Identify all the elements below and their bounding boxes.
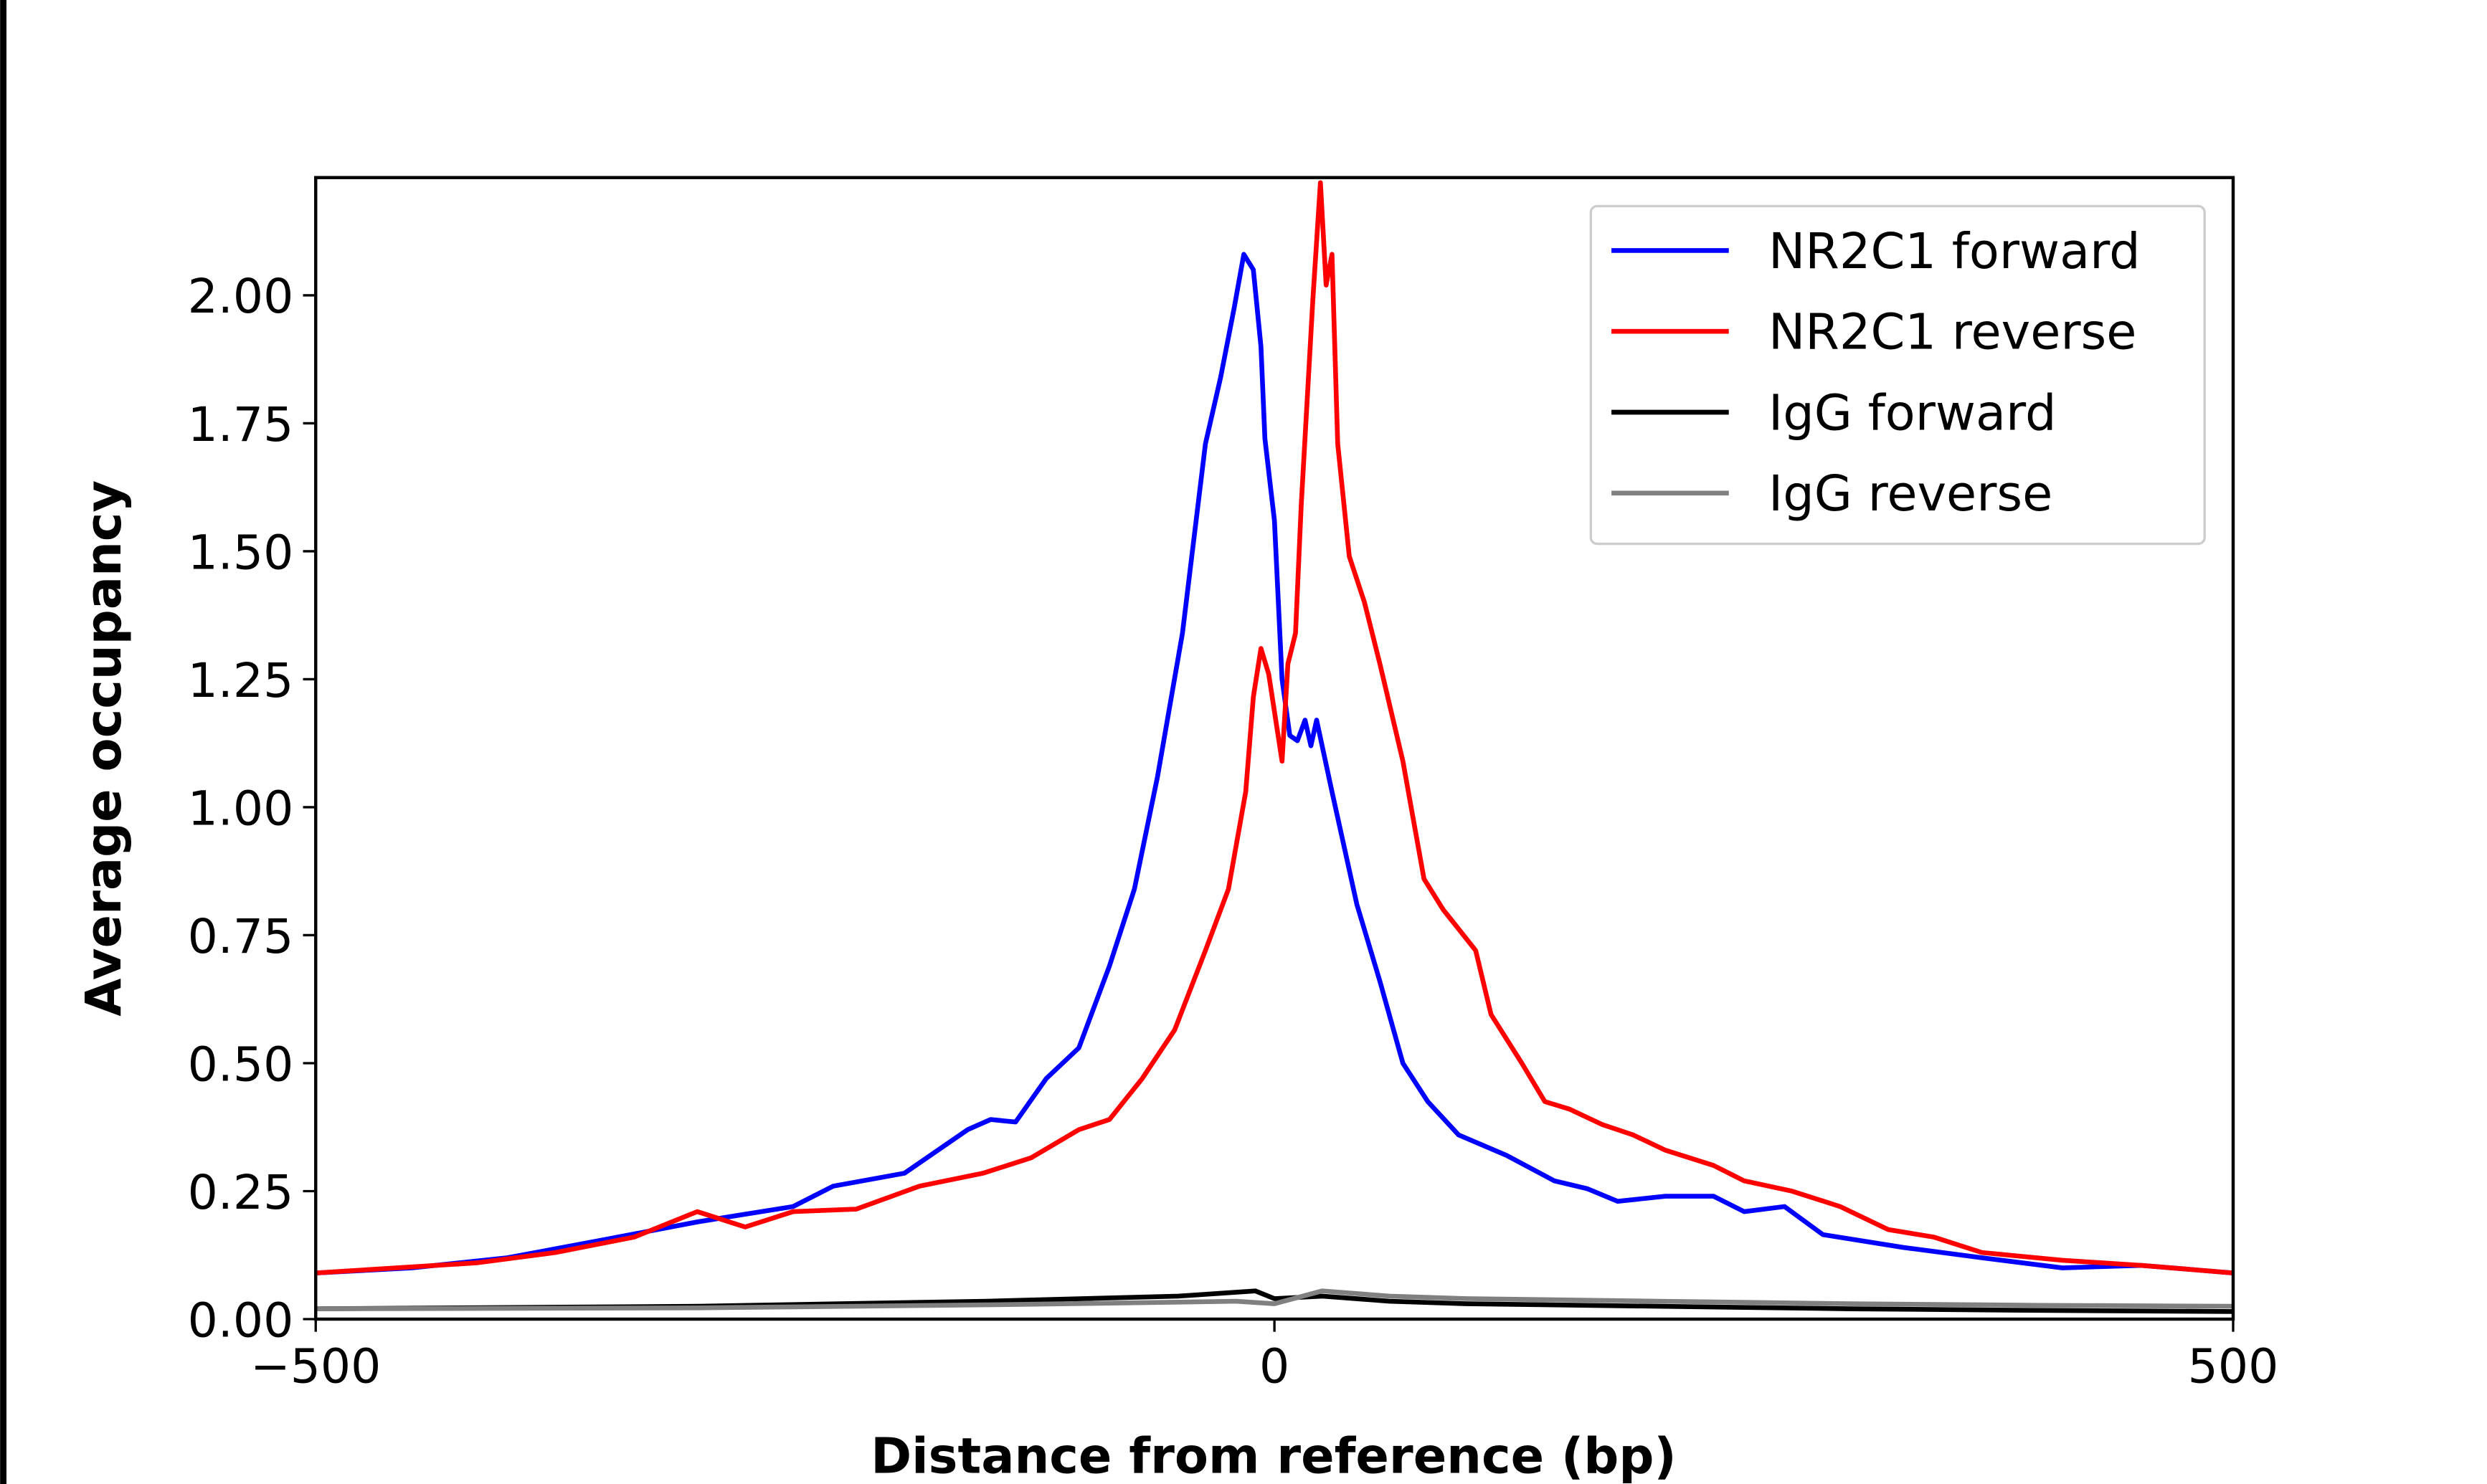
plot-area [316,180,2234,1314]
series-line-nr2c1-forward [316,252,2234,1275]
series-line-igg-forward [316,1288,2234,1314]
y-axis-label: Average occupancy [75,480,133,1017]
legend-entry: IgG reverse [1768,465,2052,523]
series-line-nr2c1-reverse [316,180,2234,1275]
x-axis-label: Distance from reference (bp) [871,1428,1677,1484]
legend-entry: NR2C1 forward [1768,223,2141,280]
legend-box [1589,204,2206,546]
x-tick-label: 500 [2188,1338,2279,1394]
y-tick-label: 1.00 [188,780,294,836]
legend-entry: IgG forward [1768,384,2056,442]
y-tick-label: 0.25 [188,1164,294,1220]
legend-entry: NR2C1 reverse [1768,304,2136,361]
y-tick-label: 1.75 [188,396,294,452]
legend: NR2C1 forward NR2C1 reverse IgG forward IgG… [1589,204,2206,546]
ticks: −500 0 500 0.00 0.25 0.50 0.75 1.00 1.25 1.50 1.75… [188,268,2279,1394]
y-tick-label: 1.25 [188,652,294,708]
x-tick-label: −500 [250,1338,381,1394]
x-tick-label: 0 [1259,1338,1289,1394]
series-line-igg-reverse [316,1288,2234,1311]
left-border [0,0,7,1484]
y-tick-label: 0.00 [188,1292,294,1348]
y-tick-label: 2.00 [188,268,294,324]
y-tick-label: 0.50 [188,1036,294,1092]
y-tick-label: 0.75 [188,908,294,964]
y-tick-label: 1.50 [188,524,294,580]
